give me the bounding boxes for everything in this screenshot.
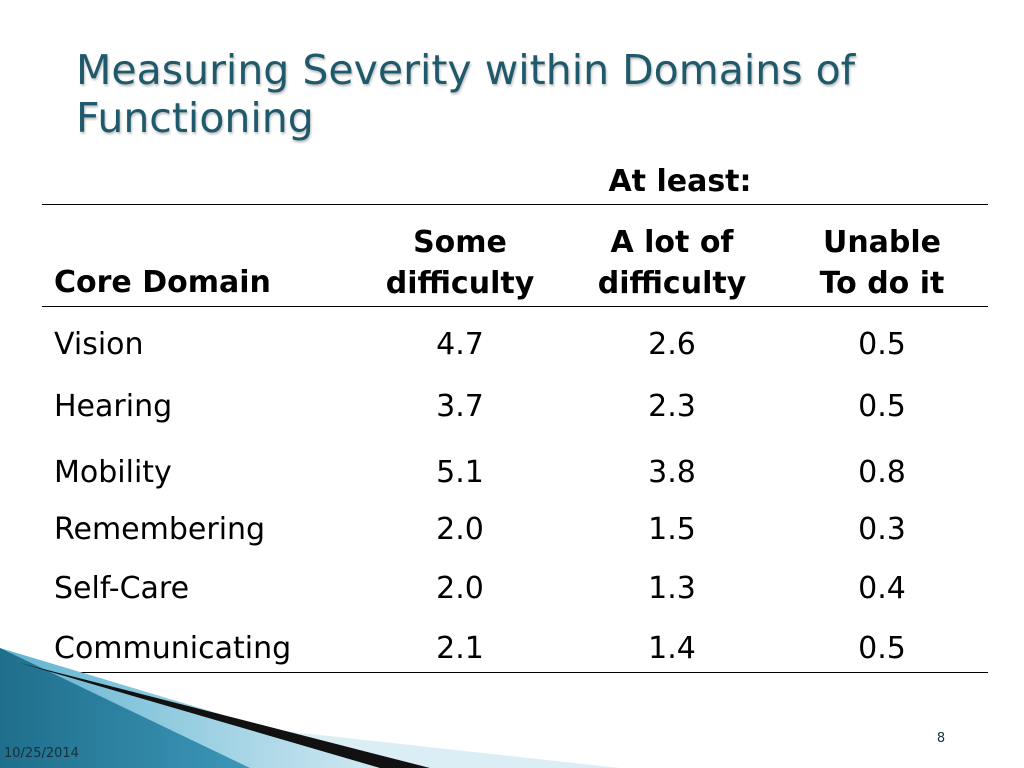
table-row: Self-Care 2.0 1.3 0.4	[0, 569, 1024, 609]
cell-a-lot-of-difficulty: 3.8	[648, 455, 696, 490]
cell-some-difficulty: 4.7	[436, 327, 484, 362]
column-header-line: Core Domain	[54, 265, 271, 300]
table-row: Communicating 2.1 1.4 0.5	[0, 629, 1024, 669]
cell-domain: Mobility	[54, 455, 172, 490]
slide-title: Measuring Severity within Domains of Fun…	[76, 46, 856, 142]
column-header-a-lot-of-difficulty: A lot of difficulty	[572, 222, 772, 304]
table-row: Hearing 3.7 2.3 0.5	[0, 387, 1024, 427]
column-header-unable-to-do-it: Unable To do it	[782, 222, 982, 304]
slide-page-number: 8	[936, 731, 946, 746]
cell-domain: Self-Care	[54, 571, 190, 606]
cell-unable: 0.5	[858, 327, 906, 362]
column-header-line: Some	[413, 225, 507, 260]
cell-a-lot-of-difficulty: 1.4	[648, 631, 696, 666]
column-header-line: A lot of	[610, 225, 734, 260]
slide-date: 10/25/2014	[4, 746, 79, 761]
table-header-rule	[42, 306, 988, 307]
column-header-core-domain: Core Domain	[54, 262, 354, 303]
cell-some-difficulty: 3.7	[436, 389, 484, 424]
cell-domain: Remembering	[54, 512, 266, 547]
cell-unable: 0.8	[858, 455, 906, 490]
cell-domain: Vision	[54, 327, 144, 362]
cell-a-lot-of-difficulty: 2.6	[648, 327, 696, 362]
cell-domain: Communicating	[54, 631, 292, 666]
table-row: Mobility 5.1 3.8 0.8	[0, 453, 1024, 493]
column-header-line: difficulty	[597, 266, 747, 301]
cell-some-difficulty: 2.1	[436, 631, 484, 666]
cell-some-difficulty: 2.0	[436, 512, 484, 547]
cell-unable: 0.3	[858, 512, 906, 547]
table-row: Remembering 2.0 1.5 0.3	[0, 510, 1024, 550]
table-bottom-rule	[42, 672, 988, 673]
cell-some-difficulty: 2.0	[436, 571, 484, 606]
cell-a-lot-of-difficulty: 1.5	[648, 512, 696, 547]
column-header-line: difficulty	[385, 266, 535, 301]
cell-a-lot-of-difficulty: 1.3	[648, 571, 696, 606]
cell-unable: 0.5	[858, 389, 906, 424]
column-header-line: To do it	[819, 266, 945, 301]
cell-unable: 0.4	[858, 571, 906, 606]
column-header-line: Unable	[822, 225, 942, 260]
column-header-some-difficulty: Some difficulty	[360, 222, 560, 304]
cell-some-difficulty: 5.1	[436, 455, 484, 490]
table-row: Vision 4.7 2.6 0.5	[0, 325, 1024, 365]
table-top-rule	[42, 204, 988, 205]
cell-unable: 0.5	[858, 631, 906, 666]
cell-domain: Hearing	[54, 389, 173, 424]
group-header-at-least: At least:	[608, 164, 752, 199]
cell-a-lot-of-difficulty: 2.3	[648, 389, 696, 424]
